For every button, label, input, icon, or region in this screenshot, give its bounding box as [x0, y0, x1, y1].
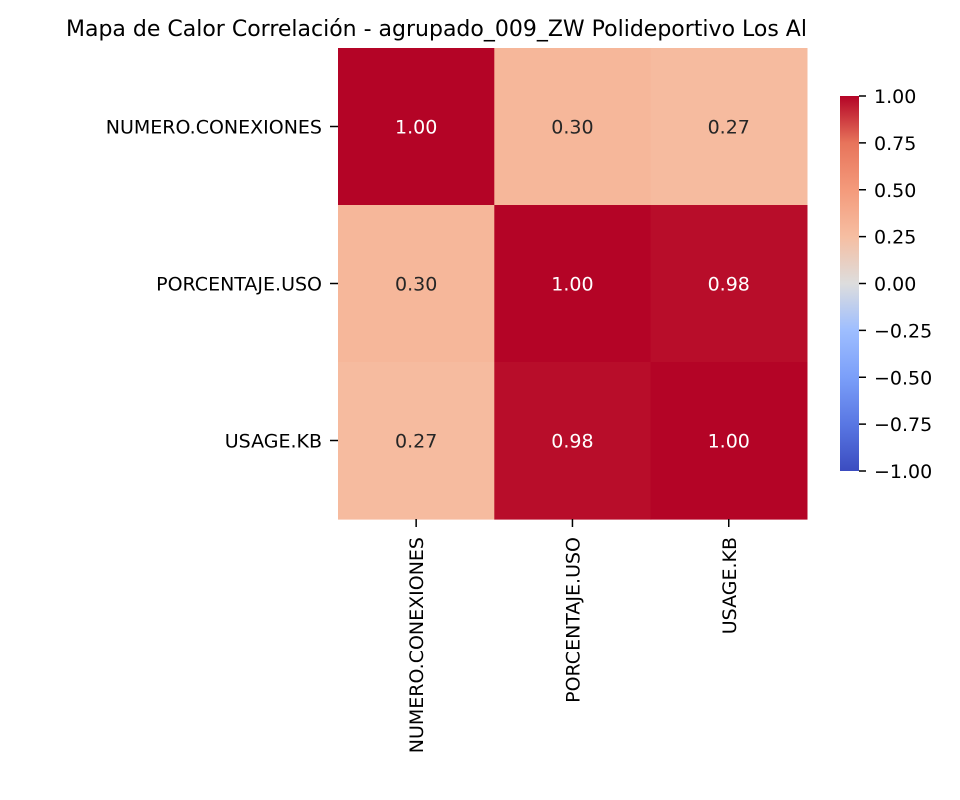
colorbar-tick-label: −1.00	[874, 461, 932, 483]
row-tick-label: USAGE.KB	[225, 431, 322, 453]
cell-value-label: 1.00	[551, 274, 593, 296]
heatmap-cell	[650, 362, 808, 520]
row-tick-label: PORCENTAJE.USO	[156, 274, 322, 296]
heatmap-cells: 1.00 0.30 0.27 0.30 1.00 0.98 0.27 0.98 1.00	[338, 48, 808, 520]
colorbar: 1.00 0.75 0.50 0.25 0.00 −0.25 −0.50 −0.75 −1.00	[840, 86, 932, 483]
heatmap-cell	[494, 48, 652, 206]
colorbar-tick-label: 0.50	[874, 180, 916, 202]
column-tick-label: PORCENTAJE.USO	[562, 537, 584, 703]
cell-value-label: 1.00	[395, 117, 437, 139]
heatmap-cell	[494, 205, 652, 363]
heatmap-cell	[650, 205, 808, 363]
column-tick-labels: NUMERO.CONEXIONES PORCENTAJE.USO USAGE.KB	[406, 519, 741, 753]
colorbar-tick-label: 0.25	[874, 227, 916, 249]
heatmap-cell	[338, 362, 495, 520]
colorbar-tick-label: −0.25	[874, 320, 932, 342]
colorbar-tick-label: 0.00	[874, 274, 916, 296]
cell-value-label: 0.98	[551, 431, 593, 453]
cell-value-label: 0.30	[551, 117, 593, 139]
colorbar-ticks: 1.00 0.75 0.50 0.25 0.00 −0.25 −0.50 −0.75 −1.00	[859, 86, 932, 483]
cell-value-label: 0.27	[395, 431, 437, 453]
heatmap-cell	[650, 48, 808, 206]
colorbar-tick-label: 0.75	[874, 133, 916, 155]
heatmap-cell	[494, 362, 652, 520]
chart-title: Mapa de Calor Correlación - agrupado_009…	[66, 17, 807, 42]
cell-value-label: 0.98	[708, 274, 750, 296]
heatmap-cell	[338, 48, 495, 206]
colorbar-gradient	[840, 96, 859, 471]
colorbar-tick-label: −0.50	[874, 367, 932, 389]
row-tick-label: NUMERO.CONEXIONES	[106, 117, 322, 139]
colorbar-tick-label: −0.75	[874, 414, 932, 436]
column-tick-label: NUMERO.CONEXIONES	[406, 537, 428, 753]
cell-value-label: 0.27	[708, 117, 750, 139]
colorbar-tick-label: 1.00	[874, 86, 916, 108]
cell-value-label: 0.30	[395, 274, 437, 296]
column-tick-label: USAGE.KB	[719, 537, 741, 634]
heatmap-cell	[338, 205, 495, 363]
row-tick-labels: NUMERO.CONEXIONES PORCENTAJE.USO USAGE.KB	[106, 117, 338, 453]
cell-value-label: 1.00	[708, 431, 750, 453]
